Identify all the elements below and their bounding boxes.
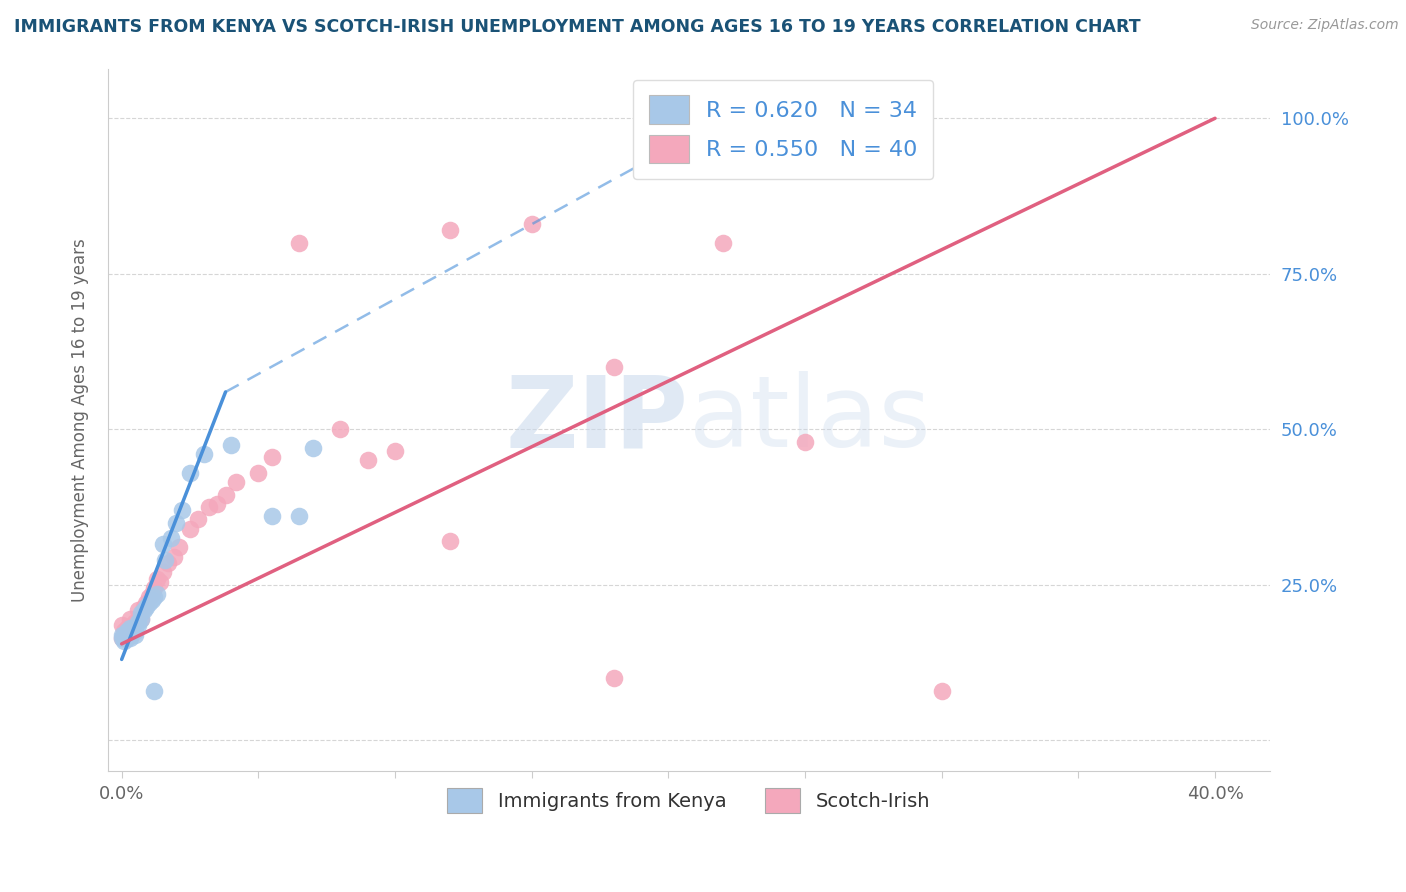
Point — [149, 574, 172, 589]
Point — [167, 541, 190, 555]
Point — [170, 503, 193, 517]
Point — [118, 612, 141, 626]
Point — [115, 621, 138, 635]
Point — [152, 537, 174, 551]
Point — [121, 621, 143, 635]
Text: atlas: atlas — [689, 371, 931, 468]
Point — [155, 553, 177, 567]
Point — [118, 621, 141, 635]
Point — [157, 556, 180, 570]
Point — [288, 235, 311, 250]
Point — [794, 434, 817, 449]
Point — [384, 444, 406, 458]
Point — [121, 618, 143, 632]
Point — [160, 531, 183, 545]
Point — [302, 441, 325, 455]
Point — [247, 466, 270, 480]
Point — [288, 509, 311, 524]
Point — [602, 671, 624, 685]
Point — [179, 522, 201, 536]
Point — [138, 597, 160, 611]
Point — [132, 602, 155, 616]
Point — [127, 602, 149, 616]
Point — [129, 606, 152, 620]
Text: ZIP: ZIP — [506, 371, 689, 468]
Point — [602, 360, 624, 375]
Point — [146, 587, 169, 601]
Point — [138, 591, 160, 605]
Point — [520, 217, 543, 231]
Point — [219, 438, 242, 452]
Point — [135, 599, 157, 614]
Point — [115, 631, 138, 645]
Point — [225, 475, 247, 490]
Point — [356, 453, 378, 467]
Point — [187, 512, 209, 526]
Text: Source: ZipAtlas.com: Source: ZipAtlas.com — [1251, 18, 1399, 32]
Point — [127, 618, 149, 632]
Point — [111, 618, 134, 632]
Point — [143, 683, 166, 698]
Point — [124, 615, 146, 629]
Point — [129, 612, 152, 626]
Point — [260, 450, 283, 465]
Point — [127, 615, 149, 629]
Point — [111, 627, 134, 641]
Point — [132, 599, 155, 614]
Y-axis label: Unemployment Among Ages 16 to 19 years: Unemployment Among Ages 16 to 19 years — [72, 238, 89, 602]
Point — [143, 591, 166, 605]
Point — [165, 516, 187, 530]
Point — [112, 633, 135, 648]
Legend: Immigrants from Kenya, Scotch-Irish: Immigrants from Kenya, Scotch-Irish — [436, 777, 942, 825]
Point — [112, 624, 135, 639]
Point — [141, 587, 163, 601]
Point — [118, 631, 141, 645]
Point — [129, 612, 152, 626]
Point — [115, 624, 138, 639]
Point — [121, 624, 143, 639]
Point — [111, 631, 134, 645]
Point — [193, 447, 215, 461]
Point — [124, 624, 146, 639]
Point — [439, 534, 461, 549]
Point — [111, 631, 134, 645]
Point — [439, 223, 461, 237]
Point — [260, 509, 283, 524]
Point — [179, 466, 201, 480]
Point — [124, 627, 146, 641]
Point — [198, 500, 221, 514]
Point — [112, 627, 135, 641]
Text: IMMIGRANTS FROM KENYA VS SCOTCH-IRISH UNEMPLOYMENT AMONG AGES 16 TO 19 YEARS COR: IMMIGRANTS FROM KENYA VS SCOTCH-IRISH UN… — [14, 18, 1140, 36]
Point — [141, 593, 163, 607]
Point — [146, 572, 169, 586]
Point — [207, 497, 229, 511]
Point — [214, 487, 236, 501]
Point — [711, 235, 734, 250]
Point — [143, 581, 166, 595]
Point — [931, 683, 953, 698]
Point — [152, 566, 174, 580]
Point — [162, 549, 184, 564]
Point — [135, 597, 157, 611]
Point — [329, 422, 352, 436]
